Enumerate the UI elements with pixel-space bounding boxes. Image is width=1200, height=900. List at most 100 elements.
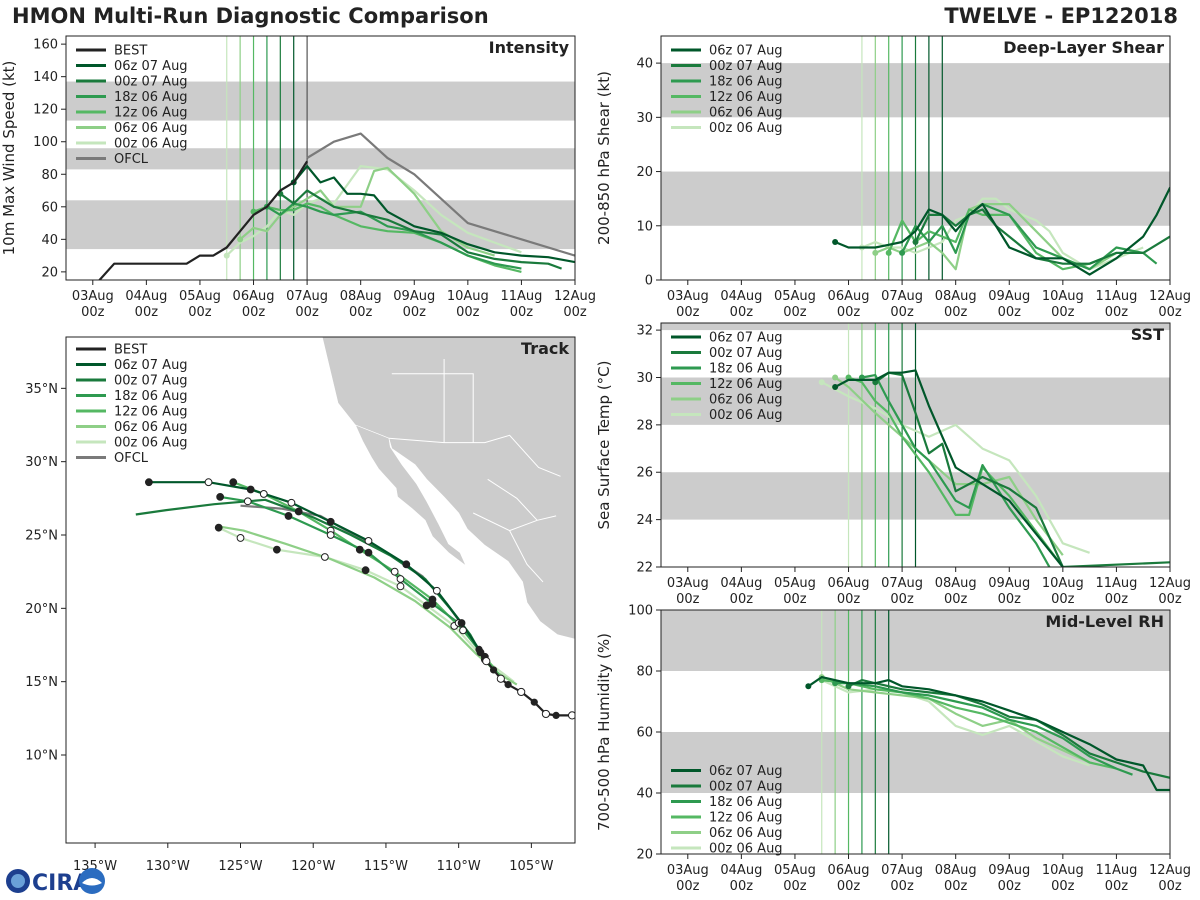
legend-label: 12z 06 Aug [709,377,783,392]
x-tick-sublabel: 00z [1105,879,1129,894]
x-tick-label: 130°W [146,859,190,874]
init-point-00z-07-aug [912,239,919,246]
x-tick-sublabel: 00z [676,592,700,607]
gray-band [66,148,575,170]
x-tick-label: 04Aug [720,289,762,304]
track-marker [272,545,281,554]
track-marker [246,485,255,494]
track-line-ofcl [240,504,480,651]
x-tick-label: 12Aug [1149,863,1191,878]
state-border [472,512,557,532]
x-tick-label: 07Aug [881,289,923,304]
x-tick-label: 08Aug [935,863,977,878]
legend-label: 00z 06 Aug [114,137,188,152]
x-tick-label: 125°W [218,859,262,874]
x-tick-label: 06Aug [828,576,870,591]
legend-label: 00z 07 Aug [709,780,783,795]
track-marker [326,531,335,539]
x-tick-label: 08Aug [935,576,977,591]
x-tick-label: 03Aug [72,289,114,304]
legend-label: 06z 06 Aug [709,826,783,841]
state-border [509,530,544,583]
y-tick-label: 100 [628,604,653,619]
track-marker [364,536,373,545]
x-tick-sublabel: 00z [837,592,861,607]
x-tick-sublabel: 00z [998,592,1022,607]
legend-label: 18z 06 Aug [114,389,188,404]
legend-label: 06z 07 Aug [709,764,783,779]
x-tick-label: 07Aug [286,289,328,304]
x-tick-label: 10Aug [447,289,489,304]
x-tick-sublabel: 00z [837,305,861,320]
legend-label: 00z 06 Aug [709,408,783,423]
series-line-best [98,160,309,280]
land-mainland [321,337,575,640]
x-tick-label: 11Aug [1095,289,1137,304]
track-marker [326,517,335,526]
x-tick-sublabel: 00z [676,879,700,894]
panel-title: SST [1131,325,1164,344]
state-border [391,373,474,443]
track-line-best [478,648,573,717]
y-tick-label: 40 [41,233,58,248]
x-tick-label: 115°W [364,859,408,874]
plot-area-track [135,337,575,720]
track-marker [144,478,153,487]
y-tick-label: 30 [636,111,653,126]
init-point-06z-06-aug [832,374,839,381]
legend-label: 00z 07 Aug [709,346,783,361]
y-axis-label: 10m Max Wind Speed (kt) [0,61,18,256]
y-tick-label: 10 [636,219,653,234]
y-tick-label: 26 [636,466,653,481]
track-marker [364,548,373,557]
x-tick-sublabel: 00z [783,879,807,894]
y-tick-label: 28 [636,418,653,433]
plot-area-shear [661,36,1170,280]
x-tick-sublabel: 00z [81,305,105,320]
track-marker [504,681,512,689]
y-tick-label: 22 [636,561,653,576]
series-line-06z-07-aug [807,676,1170,792]
track-line-06z-07-aug [148,481,480,651]
legend-label: 06z 06 Aug [709,106,783,121]
axes-frame [660,35,1171,281]
x-tick-sublabel: 00z [403,305,427,320]
series-line-06z-07-aug [292,165,575,264]
track-marker [287,498,296,507]
x-tick-sublabel: 00z [944,305,968,320]
x-tick-sublabel: 00z [783,592,807,607]
series-line-ofcl [306,132,575,257]
series-line-18z-06-aug [901,203,1158,271]
page-title: HMON Multi-Run Diagnostic Comparison [12,4,489,28]
y-tick-label: 0 [645,274,653,289]
panel-rh: 2040608010003Aug00z04Aug00z05Aug00z06Aug… [595,604,1191,895]
x-tick-sublabel: 00z [1158,592,1182,607]
x-tick-label: 08Aug [935,289,977,304]
legend-label: 18z 06 Aug [709,362,783,377]
track-marker [482,657,491,666]
gray-band [66,81,575,121]
track-marker [459,626,467,635]
y-tick-label: 120 [33,103,58,118]
state-border [487,478,538,521]
y-tick-label: 40 [636,57,653,72]
y-axis-label: 200-850 hPa Shear (kt) [595,71,613,245]
track-marker [361,566,370,575]
y-tick-label: 30°N [25,455,58,470]
x-tick-label: 04Aug [720,863,762,878]
track-marker [259,490,268,498]
init-point-18z-06-aug [899,249,906,256]
x-tick-sublabel: 00z [510,305,534,320]
y-tick-label: 10°N [25,749,58,764]
x-tick-label: 05Aug [774,576,816,591]
track-marker [475,645,483,654]
axes-frame [660,322,1171,568]
legend-label: 12z 06 Aug [709,90,783,105]
init-point-06z-07-aug [832,383,839,390]
series-line-18z-06-aug [835,682,1133,776]
x-tick-label: 09Aug [988,289,1030,304]
panel-shear: 01020304003Aug00z04Aug00z05Aug00z06Aug00… [595,35,1191,320]
x-tick-label: 110°W [437,859,481,874]
y-tick-label: 32 [636,324,653,339]
legend-label: OFCL [114,152,149,167]
